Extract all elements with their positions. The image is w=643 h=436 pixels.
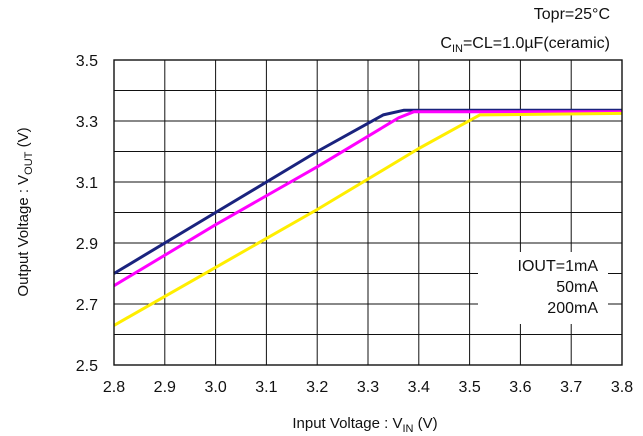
series-line-2	[113, 111, 623, 327]
y-tick-label: 3.5	[76, 53, 98, 70]
condition-cap-rest: =CL=1.0µF(ceramic)	[463, 35, 610, 52]
y-tick-label: 3.3	[76, 114, 98, 131]
y-tick-label: 2.9	[76, 236, 98, 253]
legend-entry-1ma: IOUT=1mA	[518, 258, 599, 275]
series-group	[113, 108, 623, 327]
x-tick-label: 3.5	[458, 379, 480, 396]
y-axis-label: Output Voltage : VOUT (V)	[15, 127, 35, 296]
legend-entry-50ma: 50mA	[556, 279, 598, 296]
x-tick-label: 2.9	[154, 379, 176, 396]
y-tick-label: 3.1	[76, 175, 98, 192]
y-tick-labels: 2.5 2.7 2.9 3.1 3.3 3.5	[76, 53, 98, 375]
x-tick-label: 3.3	[357, 379, 379, 396]
x-tick-label: 3.2	[306, 379, 328, 396]
y-axis-label-prefix: Output Voltage : V	[15, 175, 32, 297]
x-axis-label-prefix: Input Voltage : V	[292, 415, 402, 432]
x-tick-label: 2.8	[103, 379, 125, 396]
legend-background	[478, 252, 608, 324]
condition-cap-sub: IN	[452, 43, 463, 55]
series-line-1	[113, 110, 622, 287]
x-axis-label-suffix: (V)	[413, 415, 437, 432]
x-tick-label: 3.7	[560, 379, 582, 396]
y-tick-label: 2.7	[76, 297, 98, 314]
legend-entry-200ma: 200mA	[547, 300, 598, 317]
x-tick-label: 3.6	[509, 379, 531, 396]
x-axis-label: Input Voltage : VIN (V)	[292, 415, 437, 435]
condition-capacitance: CIN=CL=1.0µF(ceramic)	[440, 35, 610, 55]
condition-temperature: Topr=25°C	[534, 6, 610, 23]
condition-cap-prefix: C	[440, 35, 452, 52]
y-axis-label-sub: OUT	[23, 151, 35, 175]
x-axis-label-sub: IN	[402, 423, 413, 435]
y-tick-label: 2.5	[76, 358, 98, 375]
x-tick-label: 3.8	[611, 379, 633, 396]
x-tick-label: 3.0	[204, 379, 226, 396]
plot-frame	[113, 59, 623, 366]
x-tick-label: 3.4	[408, 379, 430, 396]
x-tick-labels: 2.8 2.9 3.0 3.1 3.2 3.3 3.4 3.5 3.6 3.7 3.8	[103, 379, 633, 396]
y-axis-label-suffix: (V)	[15, 127, 32, 151]
x-tick-label: 3.1	[255, 379, 277, 396]
